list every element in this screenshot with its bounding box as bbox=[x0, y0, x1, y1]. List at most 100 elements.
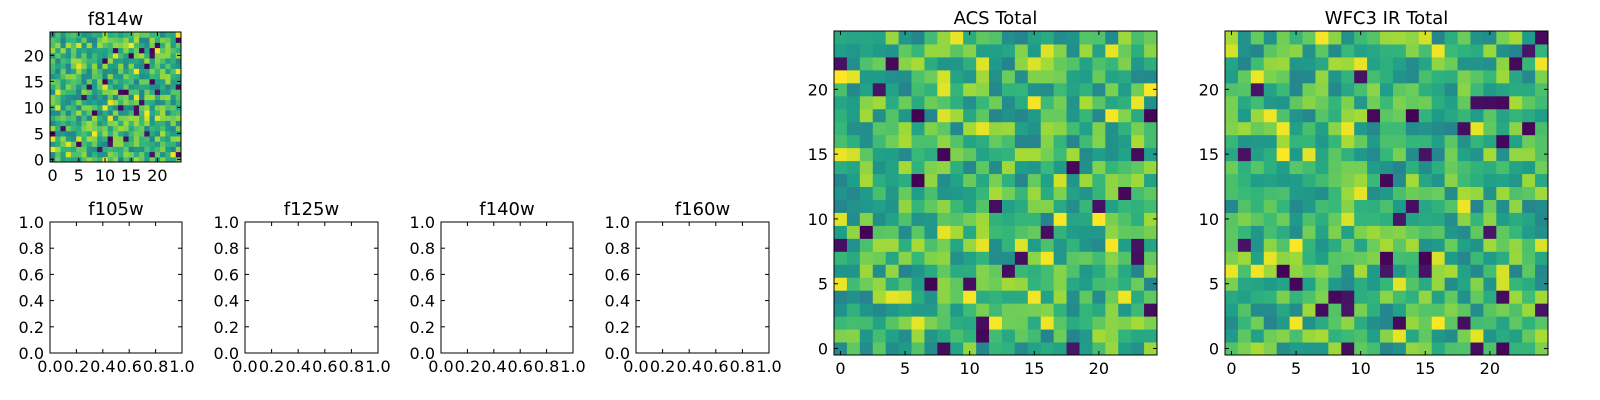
heatmap-cell bbox=[1105, 290, 1119, 304]
heatmap-cell bbox=[91, 156, 98, 163]
heatmap-cell bbox=[1118, 147, 1132, 162]
heatmap-cell bbox=[1405, 329, 1420, 343]
heatmap-cell bbox=[1367, 251, 1381, 265]
heatmap-cell bbox=[937, 251, 951, 265]
heatmap-cell bbox=[102, 120, 109, 127]
heatmap-cell bbox=[1225, 342, 1239, 356]
x-tick-label: 0.0 bbox=[623, 357, 648, 376]
heatmap-cell bbox=[885, 316, 900, 330]
heatmap-cell bbox=[70, 146, 77, 153]
heatmap-cell bbox=[898, 56, 913, 71]
heatmap-cell bbox=[963, 303, 977, 317]
heatmap-cell bbox=[91, 52, 98, 59]
heatmap-cell bbox=[55, 130, 61, 137]
heatmap-cell bbox=[989, 238, 1003, 252]
heatmap-cell bbox=[1001, 147, 1016, 162]
heatmap-cell bbox=[1066, 160, 1080, 175]
heatmap-cell bbox=[112, 99, 119, 106]
heatmap-cell bbox=[1535, 225, 1549, 239]
heatmap-cell bbox=[1315, 186, 1329, 200]
heatmap-cell bbox=[123, 120, 130, 127]
heatmap-cell bbox=[1276, 82, 1291, 97]
heatmap-cell bbox=[1289, 238, 1304, 252]
heatmap-cell bbox=[859, 56, 874, 71]
heatmap-cell bbox=[1131, 69, 1145, 84]
heatmap-cell bbox=[175, 125, 182, 132]
heatmap-cell bbox=[1263, 121, 1278, 136]
heatmap-cell bbox=[1431, 69, 1446, 84]
heatmap-cell bbox=[898, 342, 913, 356]
heatmap-cell bbox=[1289, 199, 1304, 213]
heatmap-cell bbox=[937, 212, 951, 226]
heatmap-cell bbox=[924, 329, 938, 343]
heatmap-cell bbox=[1367, 303, 1381, 317]
heatmap-cell bbox=[1535, 264, 1549, 278]
heatmap-cell bbox=[76, 84, 82, 90]
heatmap-cell bbox=[1118, 31, 1132, 45]
heatmap-cell bbox=[1522, 160, 1536, 175]
heatmap-cell bbox=[1092, 303, 1106, 317]
heatmap-cell bbox=[911, 316, 925, 330]
heatmap-cell bbox=[937, 121, 951, 136]
heatmap-cell bbox=[1367, 212, 1381, 226]
heatmap-cell bbox=[1105, 31, 1119, 45]
heatmap-cell bbox=[1276, 95, 1291, 110]
heatmap-cell bbox=[55, 141, 61, 147]
heatmap-cell bbox=[1509, 82, 1523, 97]
heatmap-cell bbox=[1276, 251, 1291, 265]
heatmap-cell bbox=[898, 31, 913, 45]
heatmap-cell bbox=[937, 95, 951, 110]
heatmap-cell bbox=[107, 58, 114, 64]
heatmap-cell bbox=[872, 316, 887, 330]
heatmap-cell bbox=[1405, 225, 1420, 239]
heatmap-cell bbox=[1431, 225, 1446, 239]
heatmap-cell bbox=[1001, 160, 1016, 175]
heatmap-cell bbox=[1496, 173, 1510, 188]
heatmap-cell bbox=[76, 73, 82, 80]
heatmap-cell bbox=[950, 342, 964, 356]
heatmap-cell bbox=[1470, 121, 1484, 136]
heatmap-cell bbox=[1027, 225, 1042, 239]
heatmap-cell bbox=[976, 121, 990, 136]
heatmap-cell bbox=[1289, 316, 1304, 330]
heatmap-cell bbox=[1522, 329, 1536, 343]
heatmap-cell bbox=[885, 277, 900, 291]
heatmap-cell bbox=[1509, 186, 1523, 200]
heatmap-cell bbox=[1144, 82, 1158, 97]
heatmap-cell bbox=[1040, 290, 1055, 304]
heatmap-cell bbox=[118, 120, 124, 127]
heatmap-cell bbox=[1118, 95, 1132, 110]
heatmap-cell bbox=[1144, 316, 1158, 330]
heatmap-cell bbox=[1315, 342, 1329, 356]
x-tick-label: 1.0 bbox=[756, 357, 781, 376]
heatmap-cell bbox=[76, 47, 82, 54]
y-tick-label: 0.8 bbox=[410, 239, 435, 258]
heatmap-cell bbox=[1341, 238, 1355, 252]
heatmap-cell bbox=[55, 68, 61, 75]
heatmap-cell bbox=[1392, 108, 1407, 123]
heatmap-cell bbox=[128, 63, 135, 69]
heatmap-cell bbox=[55, 99, 61, 106]
heatmap-cell bbox=[1040, 56, 1055, 71]
heatmap-cell bbox=[950, 43, 964, 58]
y-tick-label: 0.0 bbox=[605, 344, 630, 363]
heatmap-cell bbox=[133, 120, 140, 127]
heatmap-cell bbox=[911, 342, 925, 356]
heatmap-cell bbox=[91, 120, 98, 127]
heatmap-cell bbox=[149, 58, 156, 64]
heatmap-cell bbox=[872, 43, 887, 58]
heatmap-cell bbox=[1457, 290, 1471, 304]
heatmap-cell bbox=[1380, 56, 1394, 71]
heatmap-cell bbox=[65, 99, 72, 106]
heatmap-cell bbox=[1144, 134, 1158, 149]
heatmap-cell bbox=[1431, 186, 1446, 200]
heatmap-cell bbox=[846, 173, 861, 188]
heatmap-cell bbox=[859, 173, 874, 188]
heatmap-cell bbox=[846, 147, 861, 162]
heatmap-cell bbox=[1131, 238, 1145, 252]
heatmap-cell bbox=[1509, 199, 1523, 213]
heatmap-cell bbox=[950, 147, 964, 162]
heatmap-cell bbox=[898, 173, 913, 188]
heatmap-cell bbox=[1535, 56, 1549, 71]
